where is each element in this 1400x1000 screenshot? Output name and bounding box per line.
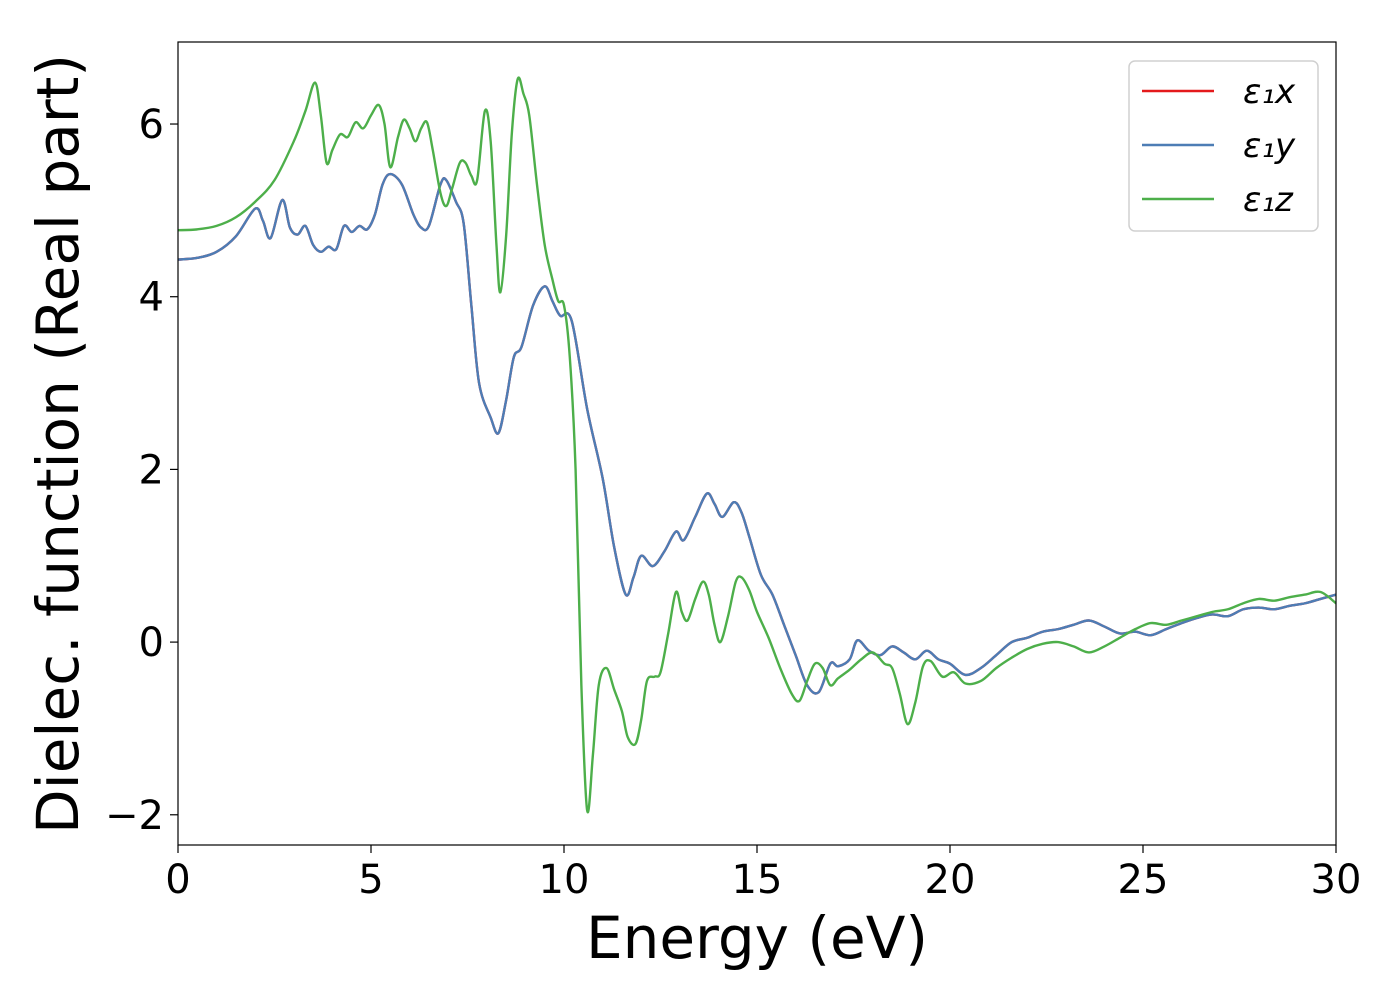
x-tick-label: 0 [165, 857, 190, 903]
legend: ε₁x ε₁y ε₁z [1128, 60, 1319, 232]
series-line-2 [178, 172, 1336, 695]
x-tick-label: 10 [539, 857, 590, 903]
y-tick-label: 6 [139, 102, 164, 148]
legend-entries: ε₁x ε₁y ε₁z [1142, 72, 1296, 220]
series-line-1 [178, 172, 1336, 695]
y-tick-label: 4 [139, 275, 164, 321]
legend-box [1128, 60, 1319, 232]
series-line-3 [178, 76, 1336, 814]
x-tick-label: 25 [1118, 857, 1169, 903]
y-tick-label: −2 [105, 793, 164, 839]
legend-label-1: ε₁x [1243, 72, 1296, 112]
x-tick-label: 20 [925, 857, 976, 903]
y-axis-ticks: −2 0 2 4 6 [105, 102, 178, 839]
x-tick-label: 15 [732, 857, 783, 903]
x-axis-label: Energy (eV) [586, 904, 928, 972]
series-layer [178, 76, 1336, 814]
y-tick-label: 0 [139, 620, 164, 666]
x-tick-label: 5 [358, 857, 383, 903]
x-axis-ticks: 0 5 10 15 20 25 30 [165, 845, 1361, 903]
y-tick-label: 2 [139, 447, 164, 493]
x-tick-label: 30 [1311, 857, 1362, 903]
legend-label-2: ε₁y [1243, 126, 1296, 166]
legend-label-3: ε₁z [1243, 180, 1294, 220]
y-axis-label: Dielec. function (Real part) [24, 54, 92, 834]
